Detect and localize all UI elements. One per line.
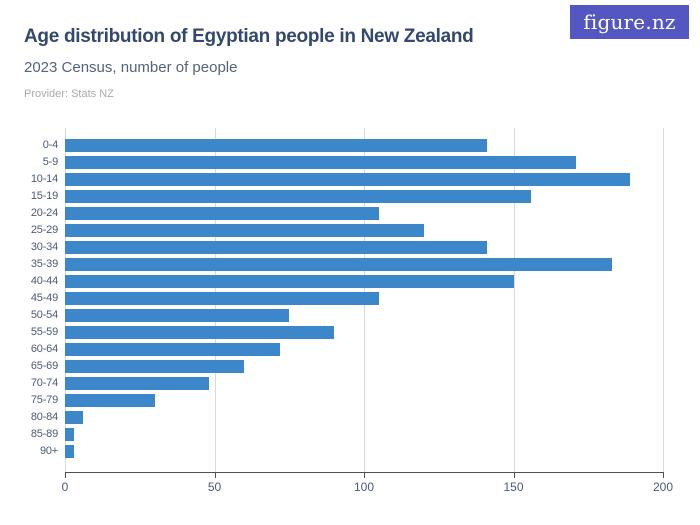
y-axis-label: 55-59 bbox=[30, 326, 58, 338]
bar-row: 0-4 bbox=[43, 137, 663, 154]
y-axis-label: 40-44 bbox=[30, 275, 58, 287]
bar-70-74[interactable] bbox=[65, 377, 209, 390]
x-axis-tick-label: 50 bbox=[207, 480, 222, 494]
y-axis-label: 25-29 bbox=[30, 224, 58, 236]
bar-row: 30-34 bbox=[31, 239, 663, 256]
figure-nz-logo[interactable]: figure.nz bbox=[570, 5, 689, 39]
bar-75-79[interactable] bbox=[65, 394, 155, 407]
y-axis-label: 10-14 bbox=[30, 173, 58, 185]
bar-30-34[interactable] bbox=[65, 241, 487, 254]
y-axis-label: 30-34 bbox=[30, 241, 58, 253]
bar-row: 90+ bbox=[40, 443, 663, 460]
bar-35-39[interactable] bbox=[65, 258, 613, 271]
bar-row: 5-9 bbox=[43, 154, 663, 171]
y-axis-label: 20-24 bbox=[30, 207, 58, 219]
bar-row: 70-74 bbox=[31, 375, 663, 392]
y-axis-label: 5-9 bbox=[42, 156, 59, 168]
y-axis-label: 70-74 bbox=[30, 377, 58, 389]
chart-subtitle: 2023 Census, number of people bbox=[24, 59, 238, 76]
provider-label: Provider: Stats NZ bbox=[24, 88, 114, 100]
bar-60-64[interactable] bbox=[65, 343, 281, 356]
bar-45-49[interactable] bbox=[65, 292, 379, 305]
bar-row: 55-59 bbox=[31, 324, 663, 341]
bar-row: 45-49 bbox=[31, 290, 663, 307]
bar-row: 60-64 bbox=[31, 341, 663, 358]
y-axis-label: 85-89 bbox=[30, 428, 58, 440]
gridline bbox=[663, 128, 664, 472]
bar-85-89[interactable] bbox=[65, 428, 74, 441]
bar-row: 25-29 bbox=[31, 222, 663, 239]
bar-20-24[interactable] bbox=[65, 207, 379, 220]
y-axis-label: 90+ bbox=[39, 445, 58, 457]
x-axis-tick bbox=[663, 472, 664, 478]
bar-40-44[interactable] bbox=[65, 275, 514, 288]
bar-row: 20-24 bbox=[31, 205, 663, 222]
y-axis-label: 35-39 bbox=[30, 258, 58, 270]
x-axis-tick-label: 100 bbox=[353, 480, 375, 494]
y-axis-label: 75-79 bbox=[30, 394, 58, 406]
x-axis-tick-label: 200 bbox=[652, 480, 674, 494]
bar-0-4[interactable] bbox=[65, 139, 487, 152]
y-axis-label: 45-49 bbox=[30, 292, 58, 304]
y-axis-label: 50-54 bbox=[30, 309, 58, 321]
y-axis-label: 0-4 bbox=[42, 139, 59, 151]
bar-50-54[interactable] bbox=[65, 309, 290, 322]
bar-row: 80-84 bbox=[31, 409, 663, 426]
x-axis-tick bbox=[513, 472, 515, 478]
bar-rows: 0-4 5-9 10-14 15-19 20-24 25-29 30-34 35-39 40-4… bbox=[31, 137, 663, 460]
bar-row: 85-89 bbox=[31, 426, 663, 443]
y-axis-label: 15-19 bbox=[30, 190, 58, 202]
chart-title: Age distribution of Egyptian people in N… bbox=[24, 26, 474, 47]
bar-row: 75-79 bbox=[31, 392, 663, 409]
x-axis-tick-label: 0 bbox=[61, 480, 69, 494]
bar-15-19[interactable] bbox=[65, 190, 532, 203]
bar-row: 40-44 bbox=[31, 273, 663, 290]
x-axis-tick-label: 150 bbox=[503, 480, 524, 494]
x-axis-tick bbox=[214, 472, 216, 478]
bar-row: 10-14 bbox=[31, 171, 663, 188]
bar-65-69[interactable] bbox=[65, 360, 245, 373]
bar-row: 65-69 bbox=[31, 358, 663, 375]
bar-55-59[interactable] bbox=[65, 326, 335, 339]
gridline bbox=[513, 128, 515, 472]
bar-row: 15-19 bbox=[31, 188, 663, 205]
y-axis-label: 65-69 bbox=[30, 360, 58, 372]
bar-10-14[interactable] bbox=[65, 173, 631, 186]
y-axis-label: 60-64 bbox=[30, 343, 58, 355]
bar-25-29[interactable] bbox=[65, 224, 424, 237]
bar-80-84[interactable] bbox=[65, 411, 83, 424]
figure-nz-logo-text: figure.nz bbox=[583, 10, 676, 34]
bar-90+[interactable] bbox=[65, 445, 74, 458]
y-axis-label: 80-84 bbox=[30, 411, 58, 423]
bar-5-9[interactable] bbox=[65, 156, 577, 169]
plot-area: 0-4 5-9 10-14 15-19 20-24 25-29 30-34 35-39 40-4… bbox=[31, 128, 673, 494]
x-axis-tick bbox=[364, 472, 365, 478]
x-axis-tick bbox=[65, 472, 66, 478]
bar-row: 50-54 bbox=[31, 307, 663, 324]
bar-row: 35-39 bbox=[31, 256, 663, 273]
